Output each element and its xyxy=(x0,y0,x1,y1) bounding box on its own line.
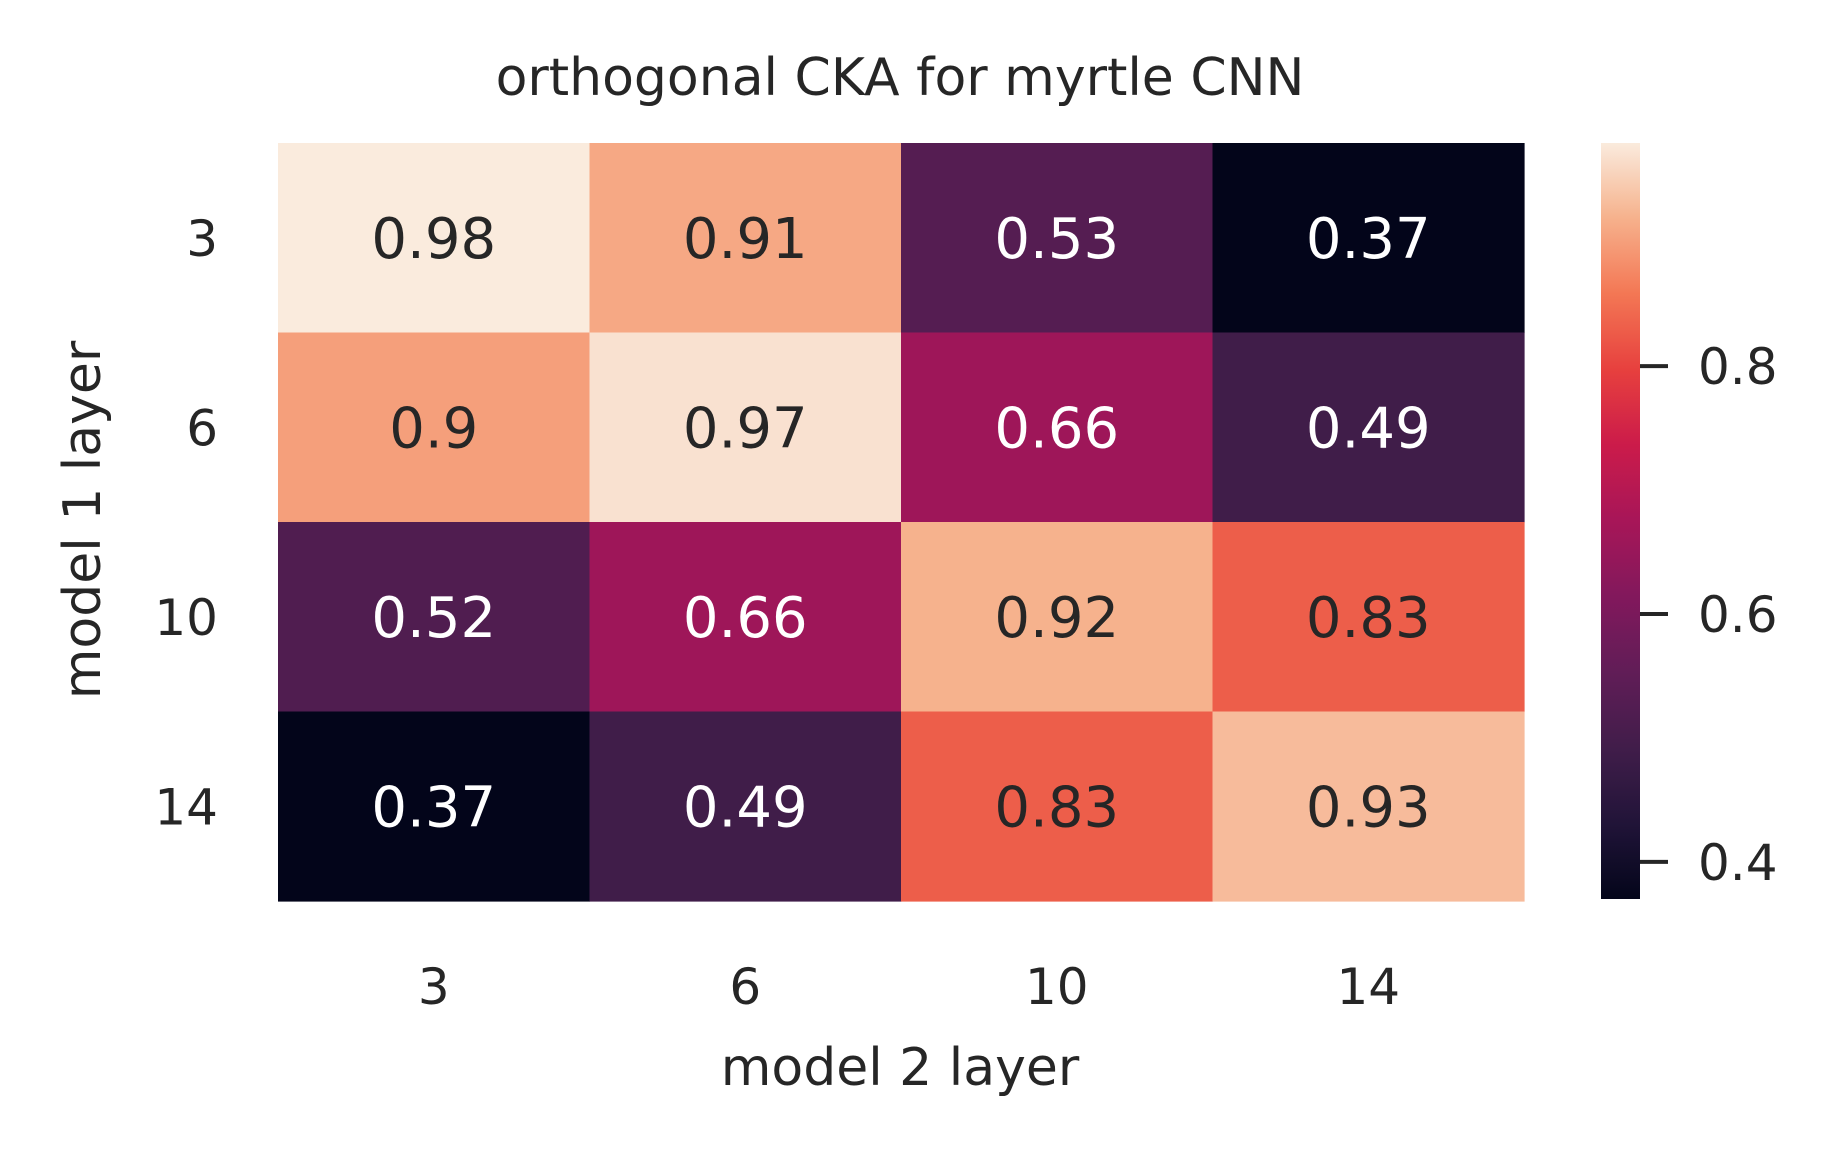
heatmap-cell xyxy=(901,711,1214,902)
x-axis-tick-labels: 3 6 10 14 xyxy=(418,958,1400,1016)
x-tick-label: 14 xyxy=(1336,958,1400,1016)
heatmap-cell-label: 0.9 xyxy=(389,396,478,461)
heatmap-cell-label: 0.53 xyxy=(994,207,1119,272)
heatmap-cell-label: 0.83 xyxy=(1306,586,1431,651)
chart-title: orthogonal CKA for myrtle CNN xyxy=(496,48,1305,108)
heatmap-cell xyxy=(1212,522,1525,713)
heatmap-cell xyxy=(589,711,902,902)
heatmap-cell-label: 0.66 xyxy=(994,396,1119,461)
heatmap-cell xyxy=(278,332,591,523)
heatmap-cell-label: 0.91 xyxy=(683,207,808,272)
heatmap-cell-label: 0.97 xyxy=(683,396,808,461)
y-tick-label: 6 xyxy=(186,399,218,457)
x-axis-label: model 2 layer xyxy=(721,1038,1080,1098)
heatmap-cell xyxy=(1212,143,1525,334)
heatmap-cell xyxy=(589,143,902,334)
colorbar-tick-label: 0.4 xyxy=(1698,834,1778,892)
colorbar-ticks: 0.4 0.6 0.8 xyxy=(1640,338,1778,892)
heatmap-cell-label: 0.66 xyxy=(683,586,808,651)
heatmap-cell-label: 0.37 xyxy=(1306,207,1431,272)
heatmap-cell-label: 0.52 xyxy=(371,586,496,651)
y-tick-label: 14 xyxy=(154,778,218,836)
heatmap-cell-label: 0.37 xyxy=(371,775,496,840)
heatmap-cell xyxy=(589,332,902,523)
y-axis-tick-labels: 3 6 10 14 xyxy=(154,210,218,837)
x-tick-label: 6 xyxy=(729,958,761,1016)
heatmap-cell-labels: 0.98 0.91 0.53 0.37 0.9 0.97 0.66 0.49 0.52 0.66 0… xyxy=(371,207,1430,841)
heatmap-cell-label: 0.98 xyxy=(371,207,496,272)
colorbar-tick-label: 0.8 xyxy=(1698,338,1778,396)
colorbar xyxy=(1601,143,1640,899)
y-axis-label: model 1 layer xyxy=(53,340,113,699)
heatmap-cell xyxy=(901,332,1214,523)
heatmap-cell xyxy=(278,522,591,713)
x-tick-label: 10 xyxy=(1025,958,1089,1016)
heatmap-cell-label: 0.92 xyxy=(994,586,1119,651)
heatmap-cell-label: 0.49 xyxy=(683,775,808,840)
colorbar-tick-label: 0.6 xyxy=(1698,586,1778,644)
heatmap-cell xyxy=(1212,332,1525,523)
y-tick-label: 3 xyxy=(186,210,218,268)
heatmap-cell xyxy=(901,143,1214,334)
heatmap-cells xyxy=(278,143,1525,902)
heatmap-cell-label: 0.49 xyxy=(1306,396,1431,461)
y-tick-label: 10 xyxy=(154,589,218,647)
heatmap-cell xyxy=(278,143,591,334)
heatmap-cell xyxy=(901,522,1214,713)
heatmap-cell xyxy=(278,711,591,902)
x-tick-label: 3 xyxy=(418,958,450,1016)
heatmap-cell-label: 0.93 xyxy=(1306,775,1431,840)
heatmap-cell xyxy=(1212,711,1525,902)
heatmap-cell xyxy=(589,522,902,713)
heatmap-cell-label: 0.83 xyxy=(994,775,1119,840)
